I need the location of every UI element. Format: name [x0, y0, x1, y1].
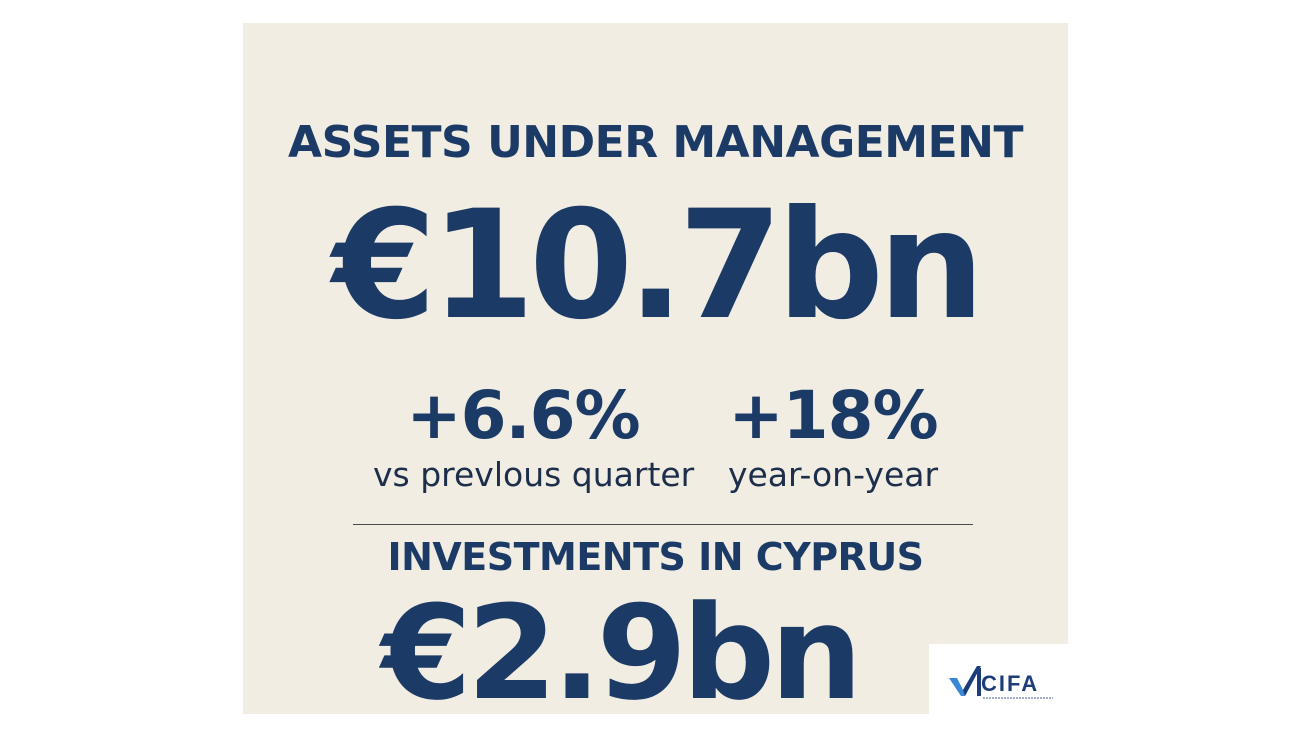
aum-value: €10.7bn	[332, 179, 985, 353]
infographic-panel: ASSETS UNDER MANAGEMENT €10.7bn +6.6% vs…	[243, 23, 1068, 714]
quarter-change-label: vs prevlous quarter	[373, 455, 695, 494]
checkmark-logo-icon	[949, 666, 981, 696]
divider-line	[353, 524, 973, 525]
aum-title: ASSETS UNDER MANAGEMENT	[288, 117, 1023, 168]
yearly-change-stat: +18% year-on-year	[713, 381, 953, 495]
cifa-logo: CIFA	[929, 644, 1068, 714]
cyprus-title: INVESTMENTS IN CYPRUS	[387, 535, 924, 579]
logo-text: CIFA	[981, 671, 1040, 696]
cyprus-value: €2.9bn	[381, 577, 862, 714]
logo-tagline-mark	[983, 697, 1053, 699]
yearly-change-value: +18%	[728, 377, 938, 454]
yearly-change-label: year-on-year	[727, 455, 939, 494]
quarter-change-stat: +6.6% vs prevlous quarter	[373, 377, 695, 495]
quarter-change-value: +6.6%	[406, 377, 640, 454]
